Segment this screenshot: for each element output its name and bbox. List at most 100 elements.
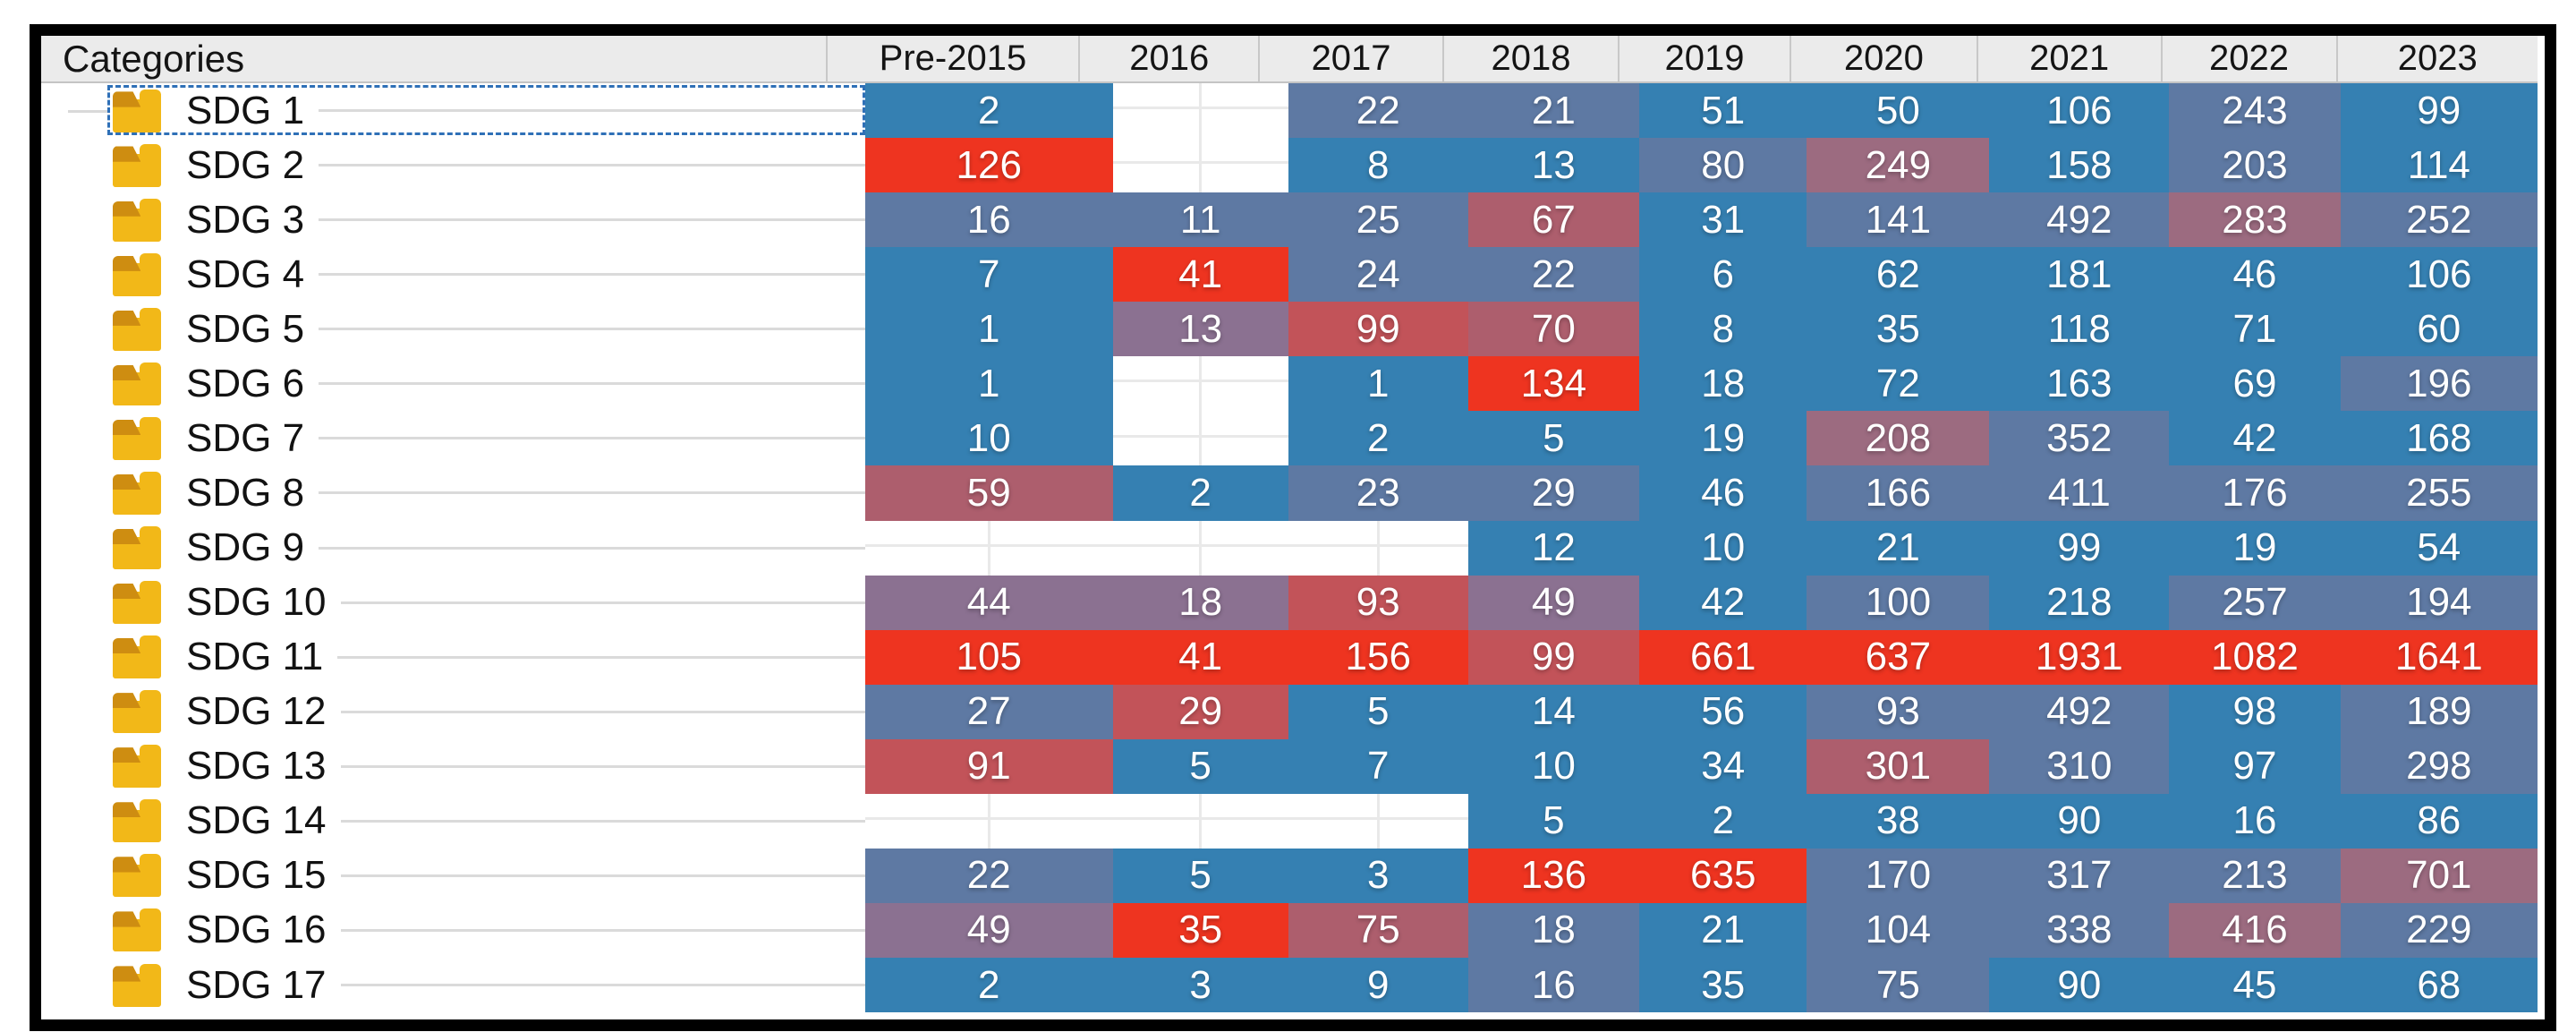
data-cell[interactable]: 338 bbox=[1989, 902, 2170, 958]
data-cell[interactable]: 106 bbox=[1989, 83, 2170, 139]
data-cell[interactable]: 1 bbox=[864, 356, 1113, 412]
data-cell[interactable]: 93 bbox=[1288, 575, 1468, 630]
data-cell[interactable]: 208 bbox=[1807, 411, 1990, 466]
data-cell[interactable]: 252 bbox=[2340, 192, 2538, 248]
data-cell[interactable]: 1 bbox=[1288, 356, 1468, 412]
column-header-2021[interactable]: 2021 bbox=[1976, 36, 2161, 81]
data-cell[interactable]: 44 bbox=[864, 575, 1113, 630]
data-cell[interactable]: 104 bbox=[1807, 902, 1990, 958]
data-cell[interactable]: 54 bbox=[2340, 520, 2538, 576]
data-cell[interactable]: 2 bbox=[1288, 411, 1468, 466]
data-cell[interactable]: 16 bbox=[1467, 958, 1640, 1013]
data-cell[interactable]: 229 bbox=[2340, 902, 2538, 958]
category-row-sdg-12[interactable]: SDG 12 bbox=[41, 684, 865, 739]
data-cell[interactable]: 3 bbox=[1112, 958, 1288, 1013]
data-cell[interactable]: 194 bbox=[2340, 575, 2538, 630]
data-cell[interactable]: 492 bbox=[1989, 684, 2170, 739]
data-cell[interactable]: 637 bbox=[1807, 629, 1990, 685]
category-row-sdg-8[interactable]: SDG 8 bbox=[41, 465, 865, 521]
data-cell[interactable]: 60 bbox=[2340, 302, 2538, 357]
data-cell[interactable]: 189 bbox=[2340, 684, 2538, 739]
data-cell[interactable]: 71 bbox=[2169, 302, 2341, 357]
data-cell[interactable]: 181 bbox=[1989, 247, 2170, 303]
data-cell[interactable]: 12 bbox=[1467, 520, 1640, 576]
data-cell[interactable]: 5 bbox=[1288, 684, 1468, 739]
data-cell[interactable]: 41 bbox=[1112, 629, 1288, 685]
data-cell[interactable]: 27 bbox=[864, 684, 1113, 739]
data-cell[interactable]: 46 bbox=[1639, 465, 1807, 521]
data-cell[interactable]: 105 bbox=[864, 629, 1113, 685]
column-header-2018[interactable]: 2018 bbox=[1441, 36, 1618, 81]
data-cell[interactable]: 255 bbox=[2340, 465, 2538, 521]
data-cell[interactable]: 13 bbox=[1467, 138, 1640, 193]
data-cell[interactable]: 7 bbox=[1288, 738, 1468, 794]
data-cell[interactable]: 19 bbox=[2169, 520, 2341, 576]
empty-cell[interactable] bbox=[1112, 520, 1288, 576]
data-cell[interactable]: 5 bbox=[1112, 738, 1288, 794]
data-cell[interactable]: 98 bbox=[2169, 684, 2341, 739]
category-row-sdg-15[interactable]: SDG 15 bbox=[41, 848, 865, 903]
data-cell[interactable]: 701 bbox=[2340, 848, 2538, 903]
data-cell[interactable]: 42 bbox=[1639, 575, 1807, 630]
data-cell[interactable]: 51 bbox=[1639, 83, 1807, 139]
data-cell[interactable]: 5 bbox=[1112, 848, 1288, 903]
data-cell[interactable]: 317 bbox=[1989, 848, 2170, 903]
data-cell[interactable]: 99 bbox=[2340, 83, 2538, 139]
data-cell[interactable]: 18 bbox=[1639, 356, 1807, 412]
data-cell[interactable]: 141 bbox=[1807, 192, 1990, 248]
empty-cell[interactable] bbox=[1288, 520, 1468, 576]
data-cell[interactable]: 3 bbox=[1288, 848, 1468, 903]
data-cell[interactable]: 301 bbox=[1807, 738, 1990, 794]
data-cell[interactable]: 29 bbox=[1467, 465, 1640, 521]
data-cell[interactable]: 10 bbox=[1639, 520, 1807, 576]
category-row-sdg-9[interactable]: SDG 9 bbox=[41, 520, 865, 576]
data-cell[interactable]: 38 bbox=[1807, 793, 1990, 849]
data-cell[interactable]: 635 bbox=[1639, 848, 1807, 903]
data-cell[interactable]: 22 bbox=[864, 848, 1113, 903]
empty-cell[interactable] bbox=[1112, 83, 1288, 139]
category-row-sdg-6[interactable]: SDG 6 bbox=[41, 356, 865, 412]
data-cell[interactable]: 1641 bbox=[2340, 629, 2538, 685]
data-cell[interactable]: 10 bbox=[864, 411, 1113, 466]
data-cell[interactable]: 72 bbox=[1807, 356, 1990, 412]
category-row-sdg-7[interactable]: SDG 7 bbox=[41, 411, 865, 466]
empty-cell[interactable] bbox=[864, 793, 1113, 849]
empty-cell[interactable] bbox=[864, 520, 1113, 576]
data-cell[interactable]: 31 bbox=[1639, 192, 1807, 248]
data-cell[interactable]: 5 bbox=[1467, 411, 1640, 466]
data-cell[interactable]: 168 bbox=[2340, 411, 2538, 466]
category-row-sdg-13[interactable]: SDG 13 bbox=[41, 738, 865, 794]
data-cell[interactable]: 492 bbox=[1989, 192, 2170, 248]
column-header-2022[interactable]: 2022 bbox=[2160, 36, 2336, 81]
data-cell[interactable]: 41 bbox=[1112, 247, 1288, 303]
data-cell[interactable]: 203 bbox=[2169, 138, 2341, 193]
data-cell[interactable]: 156 bbox=[1288, 629, 1468, 685]
data-cell[interactable]: 90 bbox=[1989, 958, 2170, 1013]
data-cell[interactable]: 50 bbox=[1807, 83, 1990, 139]
column-header-2023[interactable]: 2023 bbox=[2335, 36, 2538, 81]
data-cell[interactable]: 16 bbox=[864, 192, 1113, 248]
data-cell[interactable]: 213 bbox=[2169, 848, 2341, 903]
category-row-sdg-2[interactable]: SDG 2 bbox=[41, 138, 865, 193]
category-row-sdg-4[interactable]: SDG 4 bbox=[41, 247, 865, 303]
empty-cell[interactable] bbox=[1288, 793, 1468, 849]
data-cell[interactable]: 2 bbox=[1639, 793, 1807, 849]
empty-cell[interactable] bbox=[1112, 411, 1288, 466]
data-cell[interactable]: 257 bbox=[2169, 575, 2341, 630]
data-cell[interactable]: 352 bbox=[1989, 411, 2170, 466]
data-cell[interactable]: 1 bbox=[864, 302, 1113, 357]
data-cell[interactable]: 22 bbox=[1467, 247, 1640, 303]
data-cell[interactable]: 25 bbox=[1288, 192, 1468, 248]
data-cell[interactable]: 196 bbox=[2340, 356, 2538, 412]
data-cell[interactable]: 10 bbox=[1467, 738, 1640, 794]
category-row-sdg-17[interactable]: SDG 17 bbox=[41, 958, 865, 1013]
category-row-sdg-14[interactable]: SDG 14 bbox=[41, 793, 865, 849]
data-cell[interactable]: 99 bbox=[1288, 302, 1468, 357]
data-cell[interactable]: 176 bbox=[2169, 465, 2341, 521]
data-cell[interactable]: 136 bbox=[1467, 848, 1640, 903]
data-cell[interactable]: 283 bbox=[2169, 192, 2341, 248]
data-cell[interactable]: 75 bbox=[1288, 902, 1468, 958]
data-cell[interactable]: 35 bbox=[1639, 958, 1807, 1013]
data-cell[interactable]: 14 bbox=[1467, 684, 1640, 739]
data-cell[interactable]: 80 bbox=[1639, 138, 1807, 193]
